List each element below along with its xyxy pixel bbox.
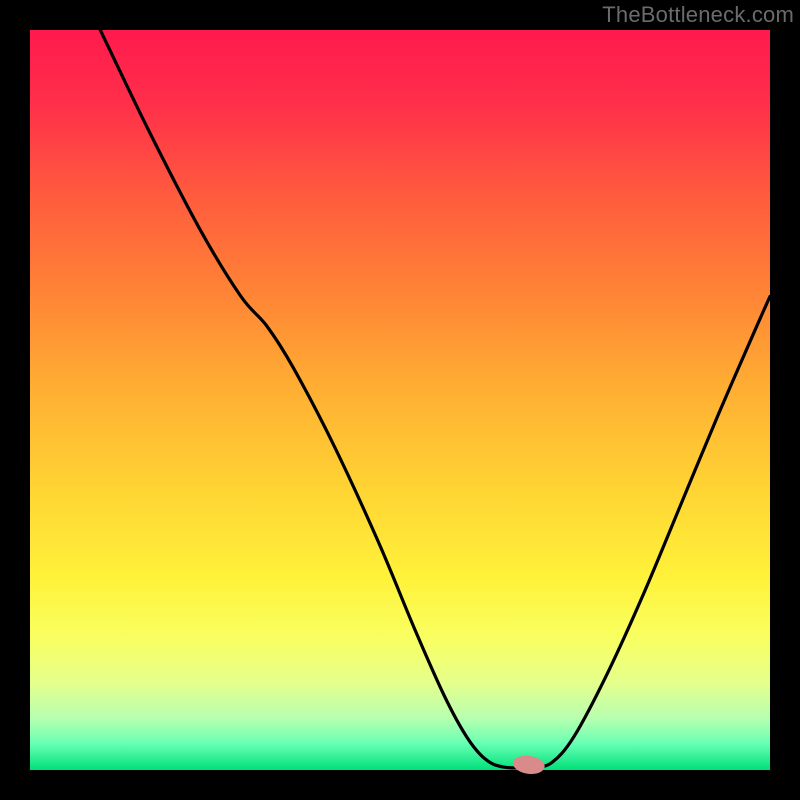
chart-root: TheBottleneck.com (0, 0, 800, 800)
bottleneck-chart-svg (0, 0, 800, 800)
watermark-text: TheBottleneck.com (602, 2, 794, 28)
plot-background-gradient (30, 30, 770, 770)
